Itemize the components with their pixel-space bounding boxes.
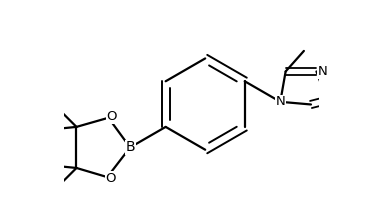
Text: O: O <box>105 172 116 185</box>
Text: O: O <box>106 110 117 123</box>
Text: N: N <box>275 95 285 108</box>
Text: B: B <box>125 140 135 154</box>
Text: N: N <box>317 65 327 78</box>
